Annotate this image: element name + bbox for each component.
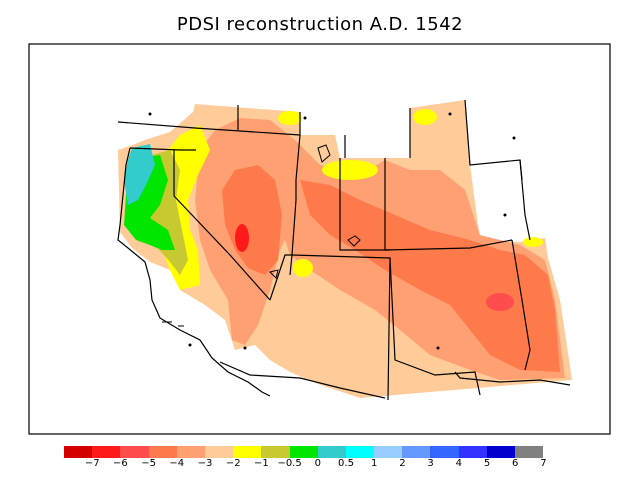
pdsi-patch-idaho xyxy=(278,111,302,125)
legend-label: −6 xyxy=(113,458,128,469)
washington-line xyxy=(117,121,301,136)
legend-label: −1 xyxy=(254,458,269,469)
legend-label: −5 xyxy=(141,458,156,469)
legend-swatch xyxy=(402,446,431,458)
legend-label: 0.5 xyxy=(338,458,354,469)
island-dot xyxy=(448,112,452,116)
legend-swatch xyxy=(289,446,318,458)
legend-labels: −7 −6 −5 −4 −3 −2 −1 −0.5 0 0.5 1 2 3 4 5 6 7 xyxy=(0,458,640,474)
pdsi-patch-montana xyxy=(413,109,437,125)
map-title: PDSI reconstruction A.D. 1542 xyxy=(176,14,464,35)
pdsi-core-nevada xyxy=(235,224,249,252)
wyoming-box xyxy=(344,135,386,250)
california-nevada-line xyxy=(173,195,271,301)
legend-label: 0 xyxy=(314,458,321,469)
dakota-line xyxy=(464,99,523,181)
legend-swatch xyxy=(120,446,149,458)
lake-mead xyxy=(269,269,279,279)
legend-swatch xyxy=(458,446,487,458)
legend-swatch xyxy=(176,446,205,458)
legend-swatch xyxy=(148,446,177,458)
legend-label: 1 xyxy=(371,458,378,469)
oregon-california-line xyxy=(129,147,196,151)
lakes xyxy=(162,144,361,327)
legend-label: 3 xyxy=(427,458,434,469)
legend-swatch xyxy=(430,446,459,458)
arizona-mexico xyxy=(219,361,386,399)
arizona-box xyxy=(269,254,391,401)
yellowstone-lake xyxy=(317,144,331,163)
dots xyxy=(148,112,516,350)
kansas-line xyxy=(519,159,531,241)
utah-colorado xyxy=(339,158,390,251)
colorado-east xyxy=(511,239,531,371)
legend-swatch xyxy=(515,446,544,458)
legend-label: 2 xyxy=(399,458,406,469)
map-frame xyxy=(28,43,611,435)
legend-swatch xyxy=(345,446,375,458)
pdsi-field-severe-east xyxy=(300,180,560,372)
legend-swatch xyxy=(317,446,346,458)
island-dot xyxy=(243,346,247,350)
legend-swatch xyxy=(486,446,515,458)
channel-islands xyxy=(162,321,184,327)
pdsi-patch-kansas xyxy=(523,237,543,247)
island-dot xyxy=(303,116,307,120)
colorado-north xyxy=(384,239,513,251)
island-dot xyxy=(188,343,192,347)
legend-swatch xyxy=(204,446,234,458)
idaho-east xyxy=(237,105,301,200)
legend-label: 6 xyxy=(512,458,519,469)
legend-color-bar xyxy=(64,446,544,458)
pdsi-patch-wyoming xyxy=(322,160,378,180)
legend-swatch xyxy=(374,446,403,458)
legend-label: −7 xyxy=(84,458,100,469)
legend-label: −0.5 xyxy=(277,458,302,469)
pdsi-core-colorado xyxy=(486,293,514,311)
island-dot xyxy=(503,213,507,217)
legend-label: 4 xyxy=(455,458,462,469)
legend-label: −4 xyxy=(169,458,185,469)
island-dot xyxy=(512,136,516,140)
pdsi-field-teal xyxy=(124,144,155,205)
legend-label: −3 xyxy=(197,458,213,469)
legend-swatch xyxy=(261,446,290,458)
island-dot xyxy=(436,346,440,350)
legend-swatch xyxy=(233,446,262,458)
legend-swatch xyxy=(92,446,121,458)
legend-label: 7 xyxy=(540,458,547,469)
legend-label: 5 xyxy=(483,458,491,469)
legend-label: −2 xyxy=(225,458,241,469)
legend-swatch xyxy=(64,446,93,458)
island-dot xyxy=(148,112,152,116)
coastline xyxy=(117,147,271,397)
great-salt-lake xyxy=(347,235,361,247)
pdsi-patch-utah xyxy=(293,259,313,277)
state-boundaries xyxy=(117,99,571,401)
texas-line xyxy=(454,371,571,386)
